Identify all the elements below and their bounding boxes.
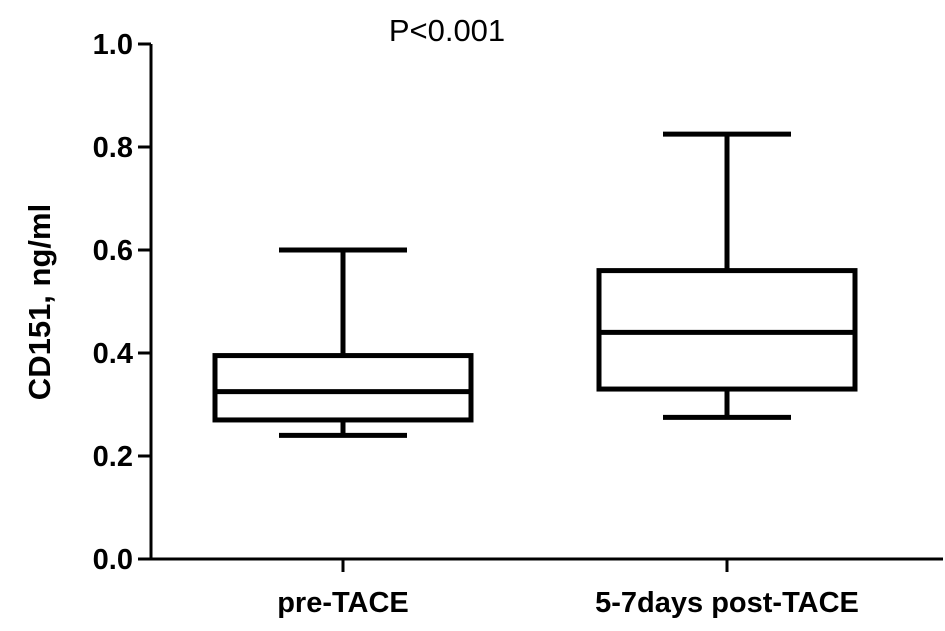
interquartile-box [596, 268, 858, 392]
x-tick-label: 5-7days post-TACE [595, 587, 859, 619]
y-tick-label: 0.2 [93, 441, 133, 473]
box-1 [212, 247, 474, 438]
interquartile-box [212, 353, 474, 423]
y-tick-label: 1.0 [93, 29, 133, 61]
box-2 [596, 131, 858, 420]
y-tick-label: 0.0 [93, 544, 133, 576]
x-tick-label: pre-TACE [277, 587, 409, 619]
y-tick-label: 0.8 [93, 132, 133, 164]
p-value-annotation: P<0.001 [389, 13, 505, 48]
y-tick-label: 0.6 [93, 235, 133, 267]
y-tick-label: 0.4 [93, 338, 133, 370]
x-axis-ticks: pre-TACE 5-7days post-TACE [277, 559, 859, 619]
boxes-group [212, 131, 858, 438]
y-axis-ticks: 0.0 0.2 0.4 0.6 0.8 1.0 [93, 29, 151, 576]
y-axis-label: CD151, ng/ml [22, 204, 57, 400]
